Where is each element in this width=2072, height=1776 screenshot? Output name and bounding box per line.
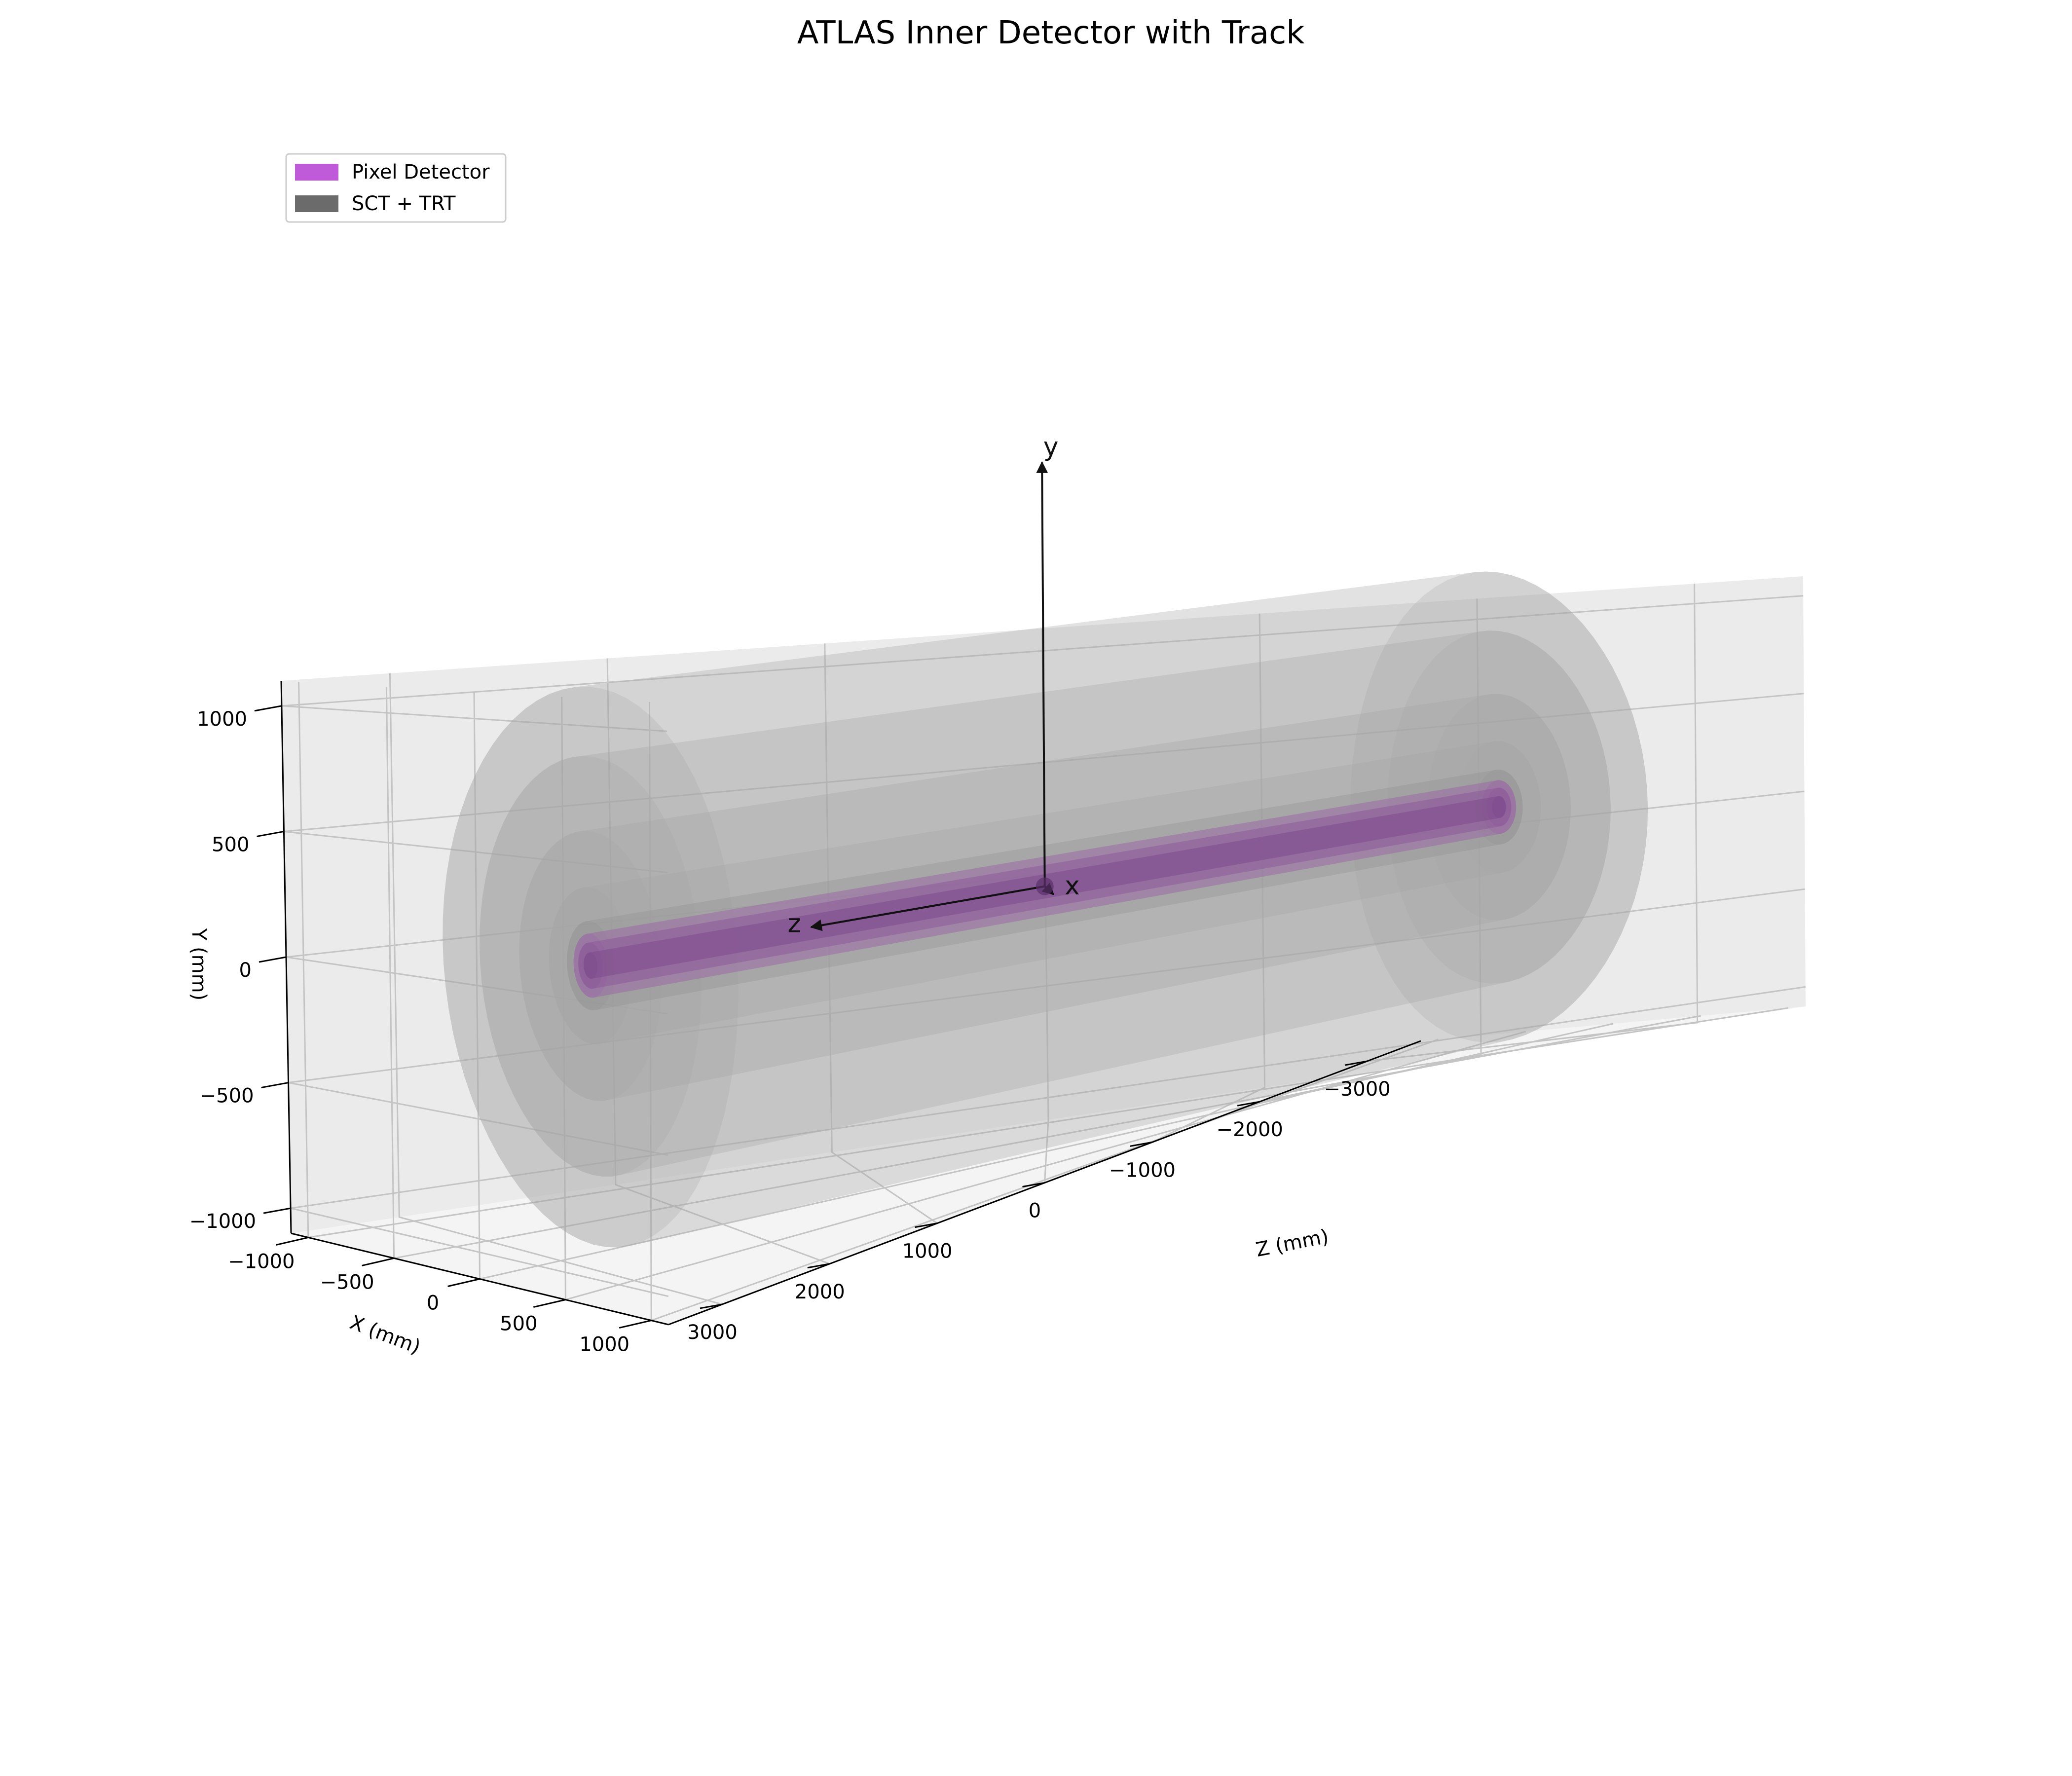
z-tick-4-label: −1000 xyxy=(1109,1159,1176,1182)
x-tick-0-label: −1000 xyxy=(228,1250,295,1273)
y-tick-2-tick xyxy=(259,956,287,963)
quiver-arrow-y xyxy=(1036,461,1048,887)
y-tick-4-label: 1000 xyxy=(197,708,247,731)
quiver-label-y: y xyxy=(1043,432,1059,462)
z-tick-3-tick xyxy=(1022,1182,1045,1187)
x-tick-3-tick xyxy=(533,1299,566,1308)
grid-line-z-4 xyxy=(1151,613,1266,1143)
origin-arrows: x y z xyxy=(788,432,1080,938)
y-tick-3-tick xyxy=(257,830,284,837)
z-tick-0-label: 3000 xyxy=(687,1321,738,1344)
z-tick-2-tick xyxy=(915,1222,937,1228)
y-tick-3-label: 500 xyxy=(212,833,249,856)
x-tick-4-tick xyxy=(619,1320,652,1329)
legend-label-pixel: Pixel Detector xyxy=(352,161,490,184)
z-tick-2-label: 1000 xyxy=(902,1240,953,1263)
z-tick-5-tick xyxy=(1237,1101,1260,1107)
x-axis-title: X (mm) xyxy=(347,1311,424,1359)
legend-label-sct-trt: SCT + TRT xyxy=(352,192,456,215)
x-tick-3-label: 500 xyxy=(500,1313,537,1335)
legend-swatch-sct-trt xyxy=(295,195,338,212)
z-tick-1-label: 2000 xyxy=(795,1281,845,1303)
z-tick-6-label: −3000 xyxy=(1324,1078,1390,1101)
z-tick-4-tick xyxy=(1130,1141,1152,1147)
track-vertex xyxy=(1036,877,1054,895)
legend: Pixel Detector SCT + TRT xyxy=(285,153,507,223)
z-tick-0-tick xyxy=(700,1303,723,1309)
x-tick-0-tick xyxy=(276,1236,309,1246)
x-tick-4-label: 1000 xyxy=(579,1333,629,1356)
grid-line-z-0 xyxy=(389,673,723,1305)
y-tick-1-label: −500 xyxy=(200,1085,254,1108)
y-tick-0-label: −1000 xyxy=(189,1210,256,1233)
y-tick-2-label: 0 xyxy=(239,959,252,982)
detector-near-cap-7 xyxy=(583,952,597,979)
y-tick-4-tick xyxy=(254,705,282,712)
z-tick-1-tick xyxy=(807,1263,830,1269)
quiver-arrow-z xyxy=(810,885,1045,931)
x-tick-2-label: 0 xyxy=(427,1292,439,1315)
quiver-label-x: x xyxy=(1065,871,1080,901)
z-tick-6-tick xyxy=(1344,1060,1368,1066)
legend-swatch-pixel xyxy=(295,164,338,181)
x-tick-2-tick xyxy=(447,1278,480,1287)
grid-line-z-1 xyxy=(606,658,830,1265)
grid-line-z-2 xyxy=(824,643,938,1224)
z-axis-title: Z (mm) xyxy=(1254,1225,1331,1261)
z-tick-3-label: 0 xyxy=(1029,1200,1041,1222)
z-tick-5-label: −2000 xyxy=(1217,1118,1283,1141)
legend-box xyxy=(285,153,507,223)
y-tick-0-tick xyxy=(263,1207,291,1214)
chart-title: ATLAS Inner Detector with Track xyxy=(797,15,1305,51)
x-tick-1-label: −500 xyxy=(320,1271,374,1294)
quiver-label-z: z xyxy=(788,909,801,938)
y-axis-title: Y (mm) xyxy=(187,928,210,1000)
y-tick-1-tick xyxy=(261,1082,289,1089)
x-tick-1-tick xyxy=(362,1257,394,1266)
axis-lines: −1000 −500 0 500 1000 −1000 −500 0 500 1000 3000 20… xyxy=(189,680,1421,1356)
